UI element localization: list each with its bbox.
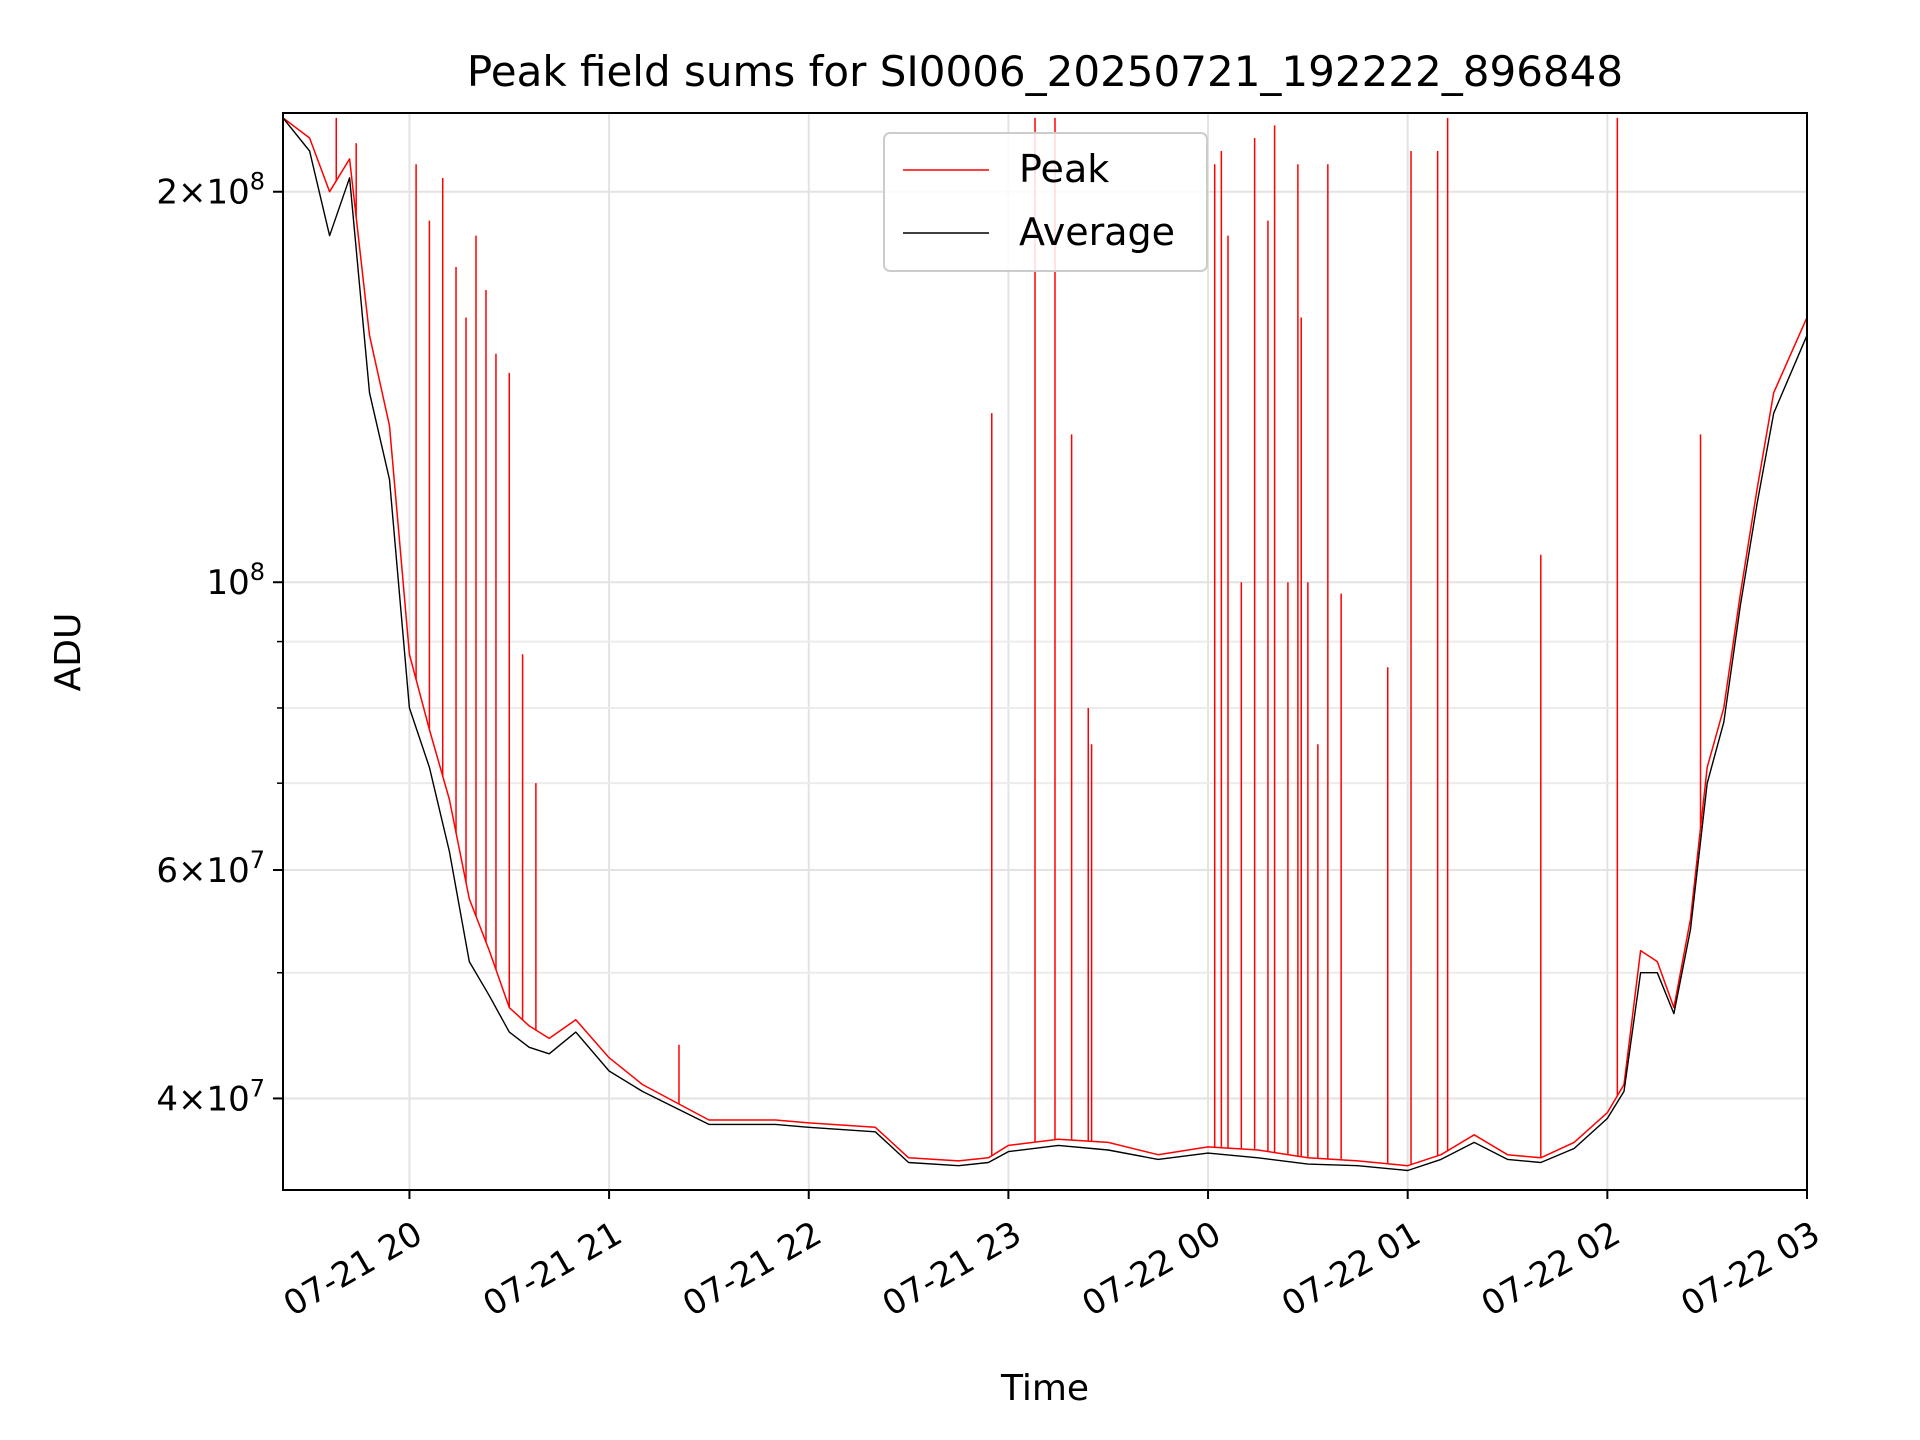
legend-box [883, 132, 1208, 272]
y-tick-times-sign: × [178, 1079, 207, 1119]
y-tick-label: 2×108 [156, 168, 265, 213]
series-line-average [282, 117, 1808, 1172]
y-tick-times-sign: × [178, 173, 207, 213]
y-tick-exponent: 7 [250, 1074, 265, 1102]
series-line-peak [282, 117, 1808, 1167]
y-tick-label: 6×107 [156, 846, 265, 891]
legend-label-peak: Peak [1019, 147, 1109, 191]
y-tick-exponent: 8 [250, 558, 265, 586]
y-tick-label: 4×107 [156, 1074, 265, 1119]
y-tick-exponent: 8 [250, 168, 265, 196]
x-axis-title: Time [1000, 1368, 1089, 1409]
y-tick-label: 108 [206, 558, 265, 603]
y-tick-mantissa: 6 [156, 851, 178, 891]
y-tick-mantissa: 4 [156, 1079, 178, 1119]
y-tick-base: 10 [206, 1079, 249, 1119]
legend-label-average: Average [1019, 210, 1175, 254]
y-tick-base: 10 [206, 851, 249, 891]
plot-area-frame [282, 112, 1808, 1191]
legend: Peak Average [883, 132, 1208, 272]
y-tick-base: 10 [206, 173, 249, 213]
y-tick-base: 10 [206, 563, 249, 603]
plot-series [282, 117, 1808, 1172]
y-axis-title: ADU [48, 613, 89, 692]
y-tick-times-sign: × [178, 851, 207, 891]
y-tick-mantissa: 2 [156, 173, 178, 213]
chart-title: Peak field sums for SI0006_20250721_1922… [467, 47, 1623, 96]
y-tick-exponent: 7 [250, 846, 265, 874]
